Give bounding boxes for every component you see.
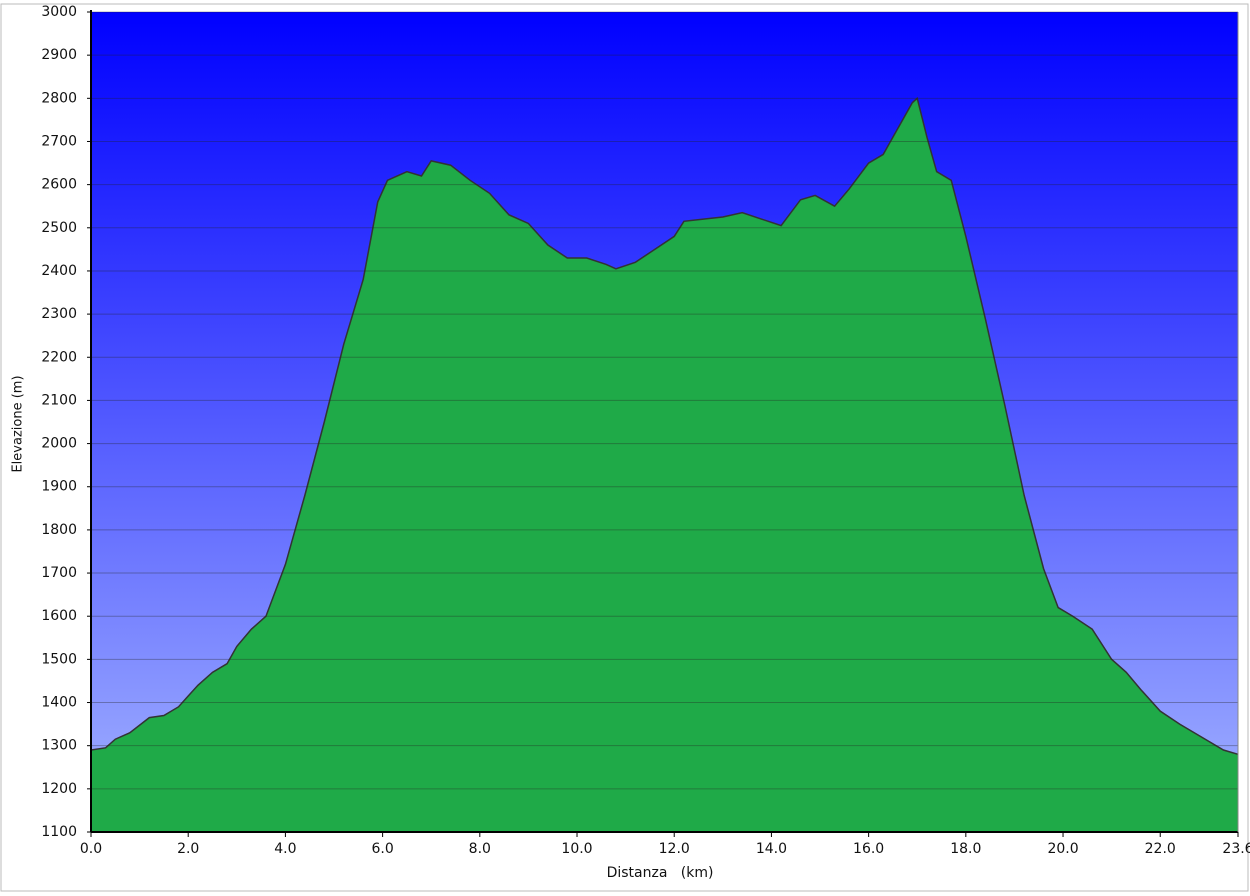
y-tick-label: 2700 [41,133,77,149]
y-tick-label: 1100 [41,824,77,840]
area-band [91,98,1238,832]
x-axis-title: Distanza (km) [607,865,714,881]
y-tick-label: 1900 [41,479,77,495]
x-tick-label: 2.0 [177,841,199,857]
y-tick-label: 2100 [41,392,77,408]
y-tick-label: 1800 [41,522,77,538]
y-tick-label: 2900 [41,47,77,63]
y-tick-label: 1700 [41,565,77,581]
y-tick-label: 2400 [41,263,77,279]
x-tick-label: 8.0 [469,841,491,857]
y-tick-label: 1400 [41,695,77,711]
x-tick-label: 0.0 [80,841,102,857]
x-tick-label: 18.0 [950,841,981,857]
y-axis-title: Elevazione (m) [11,375,26,472]
x-tick-label: 22.0 [1145,841,1176,857]
y-tick-label: 2600 [41,177,77,193]
y-tick-label: 1300 [41,738,77,754]
x-tick-label: 16.0 [853,841,884,857]
y-tick-label: 2000 [41,436,77,452]
x-tick-label: 4.0 [274,841,296,857]
y-tick-label: 1500 [41,651,77,667]
y-tick-label: 2300 [41,306,77,322]
y-tick-label: 1200 [41,781,77,797]
y-tick-label: 3000 [41,4,77,20]
frame [0,3,1249,892]
x-tick-label: 23.6 [1222,841,1250,857]
y-tick-label: 2200 [41,349,77,365]
x-tick-label: 14.0 [756,841,787,857]
y-tick-label: 1600 [41,608,77,624]
y-tick-label: 2500 [41,220,77,236]
x-tick-label: 20.0 [1047,841,1078,857]
y-tick-label: 2800 [41,90,77,106]
x-tick-label: 12.0 [659,841,690,857]
x-tick-label: 10.0 [561,841,592,857]
x-tick-label: 6.0 [371,841,393,857]
area-outline [90,96,1239,756]
